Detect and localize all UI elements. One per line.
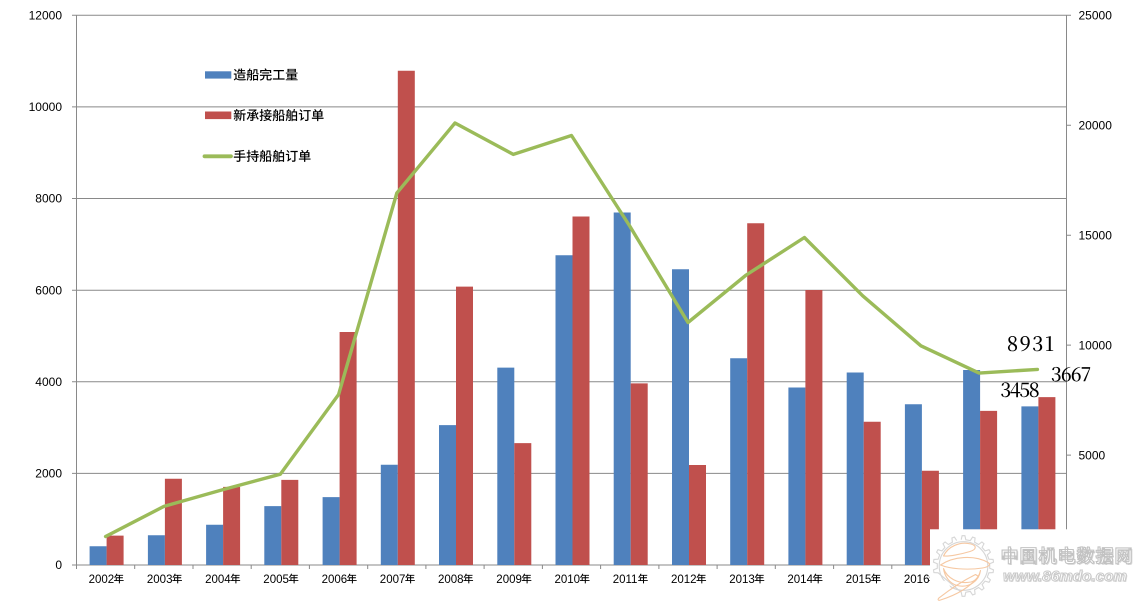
svg-text:2011: 2011 [613,574,638,586]
svg-text:0: 0 [55,558,62,572]
svg-text:25000: 25000 [1079,9,1113,23]
svg-text:2015: 2015 [846,574,872,586]
svg-text:10000: 10000 [1079,338,1113,352]
svg-text:12000: 12000 [29,9,63,23]
svg-text:8000: 8000 [35,192,62,206]
svg-text:2010: 2010 [555,574,581,586]
svg-text:2014: 2014 [787,574,813,586]
svg-text:2008: 2008 [438,574,464,586]
svg-text:www.86mdo.com: www.86mdo.com [1003,568,1127,585]
svg-text:20000: 20000 [1079,118,1113,132]
svg-text:2005: 2005 [263,574,289,586]
svg-text:2012: 2012 [671,574,697,586]
svg-text:2006: 2006 [322,574,348,586]
svg-text:10000: 10000 [29,100,63,114]
svg-text:5000: 5000 [1079,448,1106,462]
svg-text:6000: 6000 [35,283,62,297]
svg-text:2004: 2004 [205,574,231,586]
svg-text:15000: 15000 [1079,228,1113,242]
svg-text:2007: 2007 [380,574,406,586]
svg-text:2013: 2013 [729,574,755,586]
svg-text:2000: 2000 [35,467,62,481]
svg-text:2009: 2009 [496,574,522,586]
svg-text:2002: 2002 [89,574,115,586]
svg-text:2016: 2016 [904,574,930,586]
svg-text:4000: 4000 [35,375,62,389]
svg-text:www.86mdo.com: www.86mdo.com [1004,569,1128,586]
svg-text:2003: 2003 [147,574,173,586]
